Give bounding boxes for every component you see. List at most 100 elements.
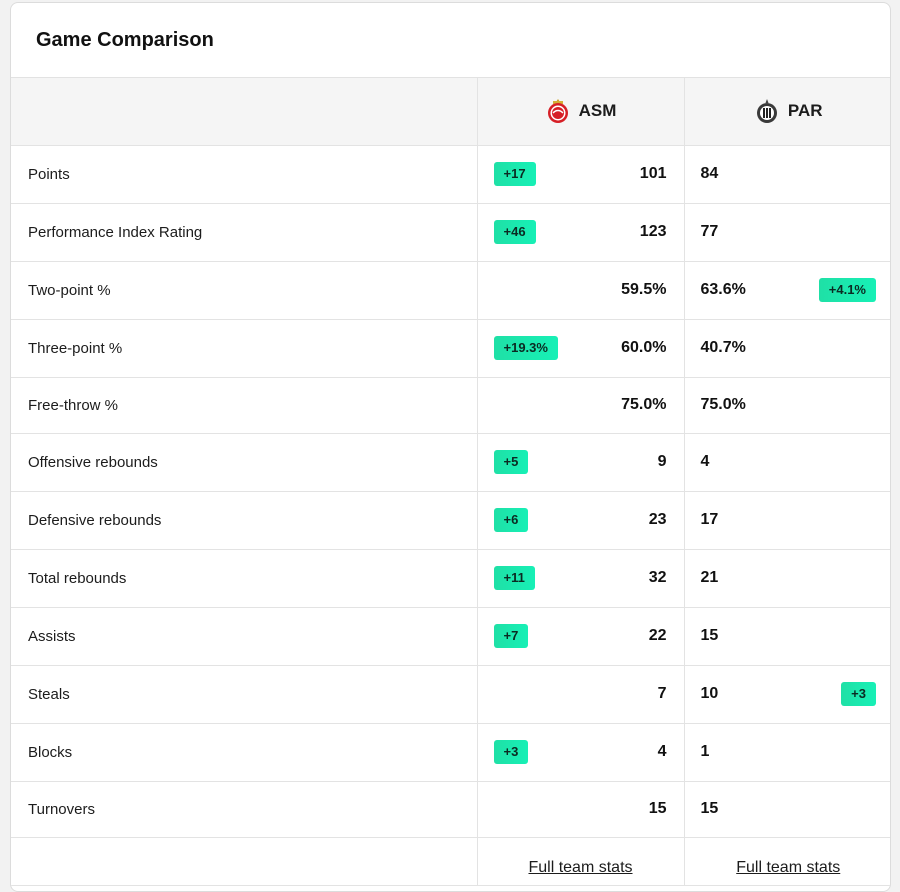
home-stat-value: 59.5% (621, 281, 667, 298)
stat-label: Free-throw % (11, 377, 477, 434)
footer-away-cell: Full team stats (683, 837, 890, 886)
home-advantage-badge: +3 (493, 740, 529, 764)
home-team-code: ASM (578, 101, 617, 121)
away-stat-value: 15 (700, 800, 719, 817)
home-advantage-badge: +17 (493, 162, 536, 186)
away-stat-cell: 40.7% (683, 319, 890, 378)
home-advantage-badge: +46 (493, 220, 536, 244)
away-stat-value: 75.0% (700, 396, 746, 413)
away-stat-value: 10 (700, 685, 719, 702)
label-column-header (11, 78, 477, 146)
home-stat-value: 32 (648, 569, 667, 586)
stat-label: Steals (11, 665, 477, 724)
home-stat-cell: +5 9 (476, 433, 684, 492)
away-stat-cell: +4.1% 63.6% (683, 261, 890, 320)
away-stat-value: 77 (700, 223, 719, 240)
away-stat-value: 63.6% (700, 281, 746, 298)
table-row: Three-point % +19.3% 60.0% 40.7% (11, 319, 890, 378)
away-stat-cell: +3 10 (683, 665, 890, 724)
away-advantage-badge: +3 (841, 682, 876, 706)
away-stat-value: 84 (700, 165, 719, 182)
away-stat-cell: 15 (683, 781, 890, 838)
stat-label: Performance Index Rating (11, 203, 477, 262)
game-comparison-card: Game Comparison (10, 2, 891, 892)
home-stat-cell: +46 123 (476, 203, 684, 262)
home-advantage-badge: +7 (493, 624, 529, 648)
away-stat-value: 15 (700, 627, 719, 644)
away-stat-cell: 15 (683, 607, 890, 666)
home-stat-cell: +11 32 (476, 549, 684, 608)
home-stat-cell: +19.3% 60.0% (476, 319, 684, 378)
stat-label: Turnovers (11, 781, 477, 838)
away-stat-cell: 4 (683, 433, 890, 492)
away-team-code: PAR (787, 101, 823, 121)
away-full-team-stats-link[interactable]: Full team stats (736, 859, 841, 876)
home-stat-value: 7 (657, 685, 667, 702)
home-stat-cell: 75.0% (476, 377, 684, 434)
stat-label: Defensive rebounds (11, 491, 477, 550)
home-stat-cell: +7 22 (476, 607, 684, 666)
table-row: Assists +7 22 15 (11, 607, 890, 666)
table-row: Defensive rebounds +6 23 17 (11, 491, 890, 550)
home-stat-cell: 7 (476, 665, 684, 724)
table-row: Blocks +3 4 1 (11, 723, 890, 782)
home-stat-value: 75.0% (621, 396, 667, 413)
home-advantage-badge: +5 (493, 450, 529, 474)
home-full-team-stats-link[interactable]: Full team stats (528, 859, 633, 876)
home-stat-cell: 15 (476, 781, 684, 838)
stat-rows: Points +17 101 84 Performance Index Rating +4… (11, 145, 890, 838)
stat-label: Points (11, 145, 477, 204)
away-stat-value: 4 (700, 453, 710, 470)
table-row: Performance Index Rating +46 123 77 (11, 203, 890, 262)
footer-row: Full team stats Full team stats (11, 837, 890, 886)
away-stat-cell: 77 (683, 203, 890, 262)
home-stat-value: 9 (657, 453, 667, 470)
card-header: Game Comparison (11, 3, 890, 78)
home-stat-cell: +3 4 (476, 723, 684, 782)
away-stat-cell: 17 (683, 491, 890, 550)
home-stat-cell: +17 101 (476, 145, 684, 204)
home-advantage-badge: +11 (493, 566, 535, 590)
stat-label: Three-point % (11, 319, 477, 378)
away-stat-cell: 75.0% (683, 377, 890, 434)
footer-home-cell: Full team stats (476, 837, 684, 886)
home-advantage-badge: +6 (493, 508, 529, 532)
stat-label: Two-point % (11, 261, 477, 320)
table-row: Turnovers 15 15 (11, 781, 890, 838)
table-row: Total rebounds +11 32 21 (11, 549, 890, 608)
home-advantage-badge: +19.3% (493, 336, 558, 360)
away-stat-cell: 84 (683, 145, 890, 204)
away-stat-value: 21 (700, 569, 719, 586)
card-title: Game Comparison (36, 28, 214, 51)
table-header-row: ASM (11, 78, 890, 146)
away-advantage-badge: +4.1% (818, 278, 876, 302)
par-logo-icon (754, 98, 780, 124)
home-stat-value: 123 (639, 223, 667, 240)
away-stat-cell: 1 (683, 723, 890, 782)
stat-label: Assists (11, 607, 477, 666)
away-stat-value: 40.7% (700, 339, 746, 356)
home-stat-cell: 59.5% (476, 261, 684, 320)
home-team-header: ASM (476, 78, 684, 146)
home-stat-cell: +6 23 (476, 491, 684, 550)
table-row: Free-throw % 75.0% 75.0% (11, 377, 890, 434)
away-stat-cell: 21 (683, 549, 890, 608)
away-team-header: PAR (683, 78, 890, 146)
comparison-table: ASM (11, 78, 890, 886)
home-stat-value: 60.0% (621, 339, 667, 356)
home-stat-value: 22 (648, 627, 667, 644)
stat-label: Blocks (11, 723, 477, 782)
home-stat-value: 101 (639, 165, 667, 182)
table-row: Two-point % 59.5% +4.1% 63.6% (11, 261, 890, 320)
stat-label: Total rebounds (11, 549, 477, 608)
asm-logo-icon (545, 98, 571, 124)
home-stat-value: 15 (648, 800, 667, 817)
home-stat-value: 23 (648, 511, 667, 528)
away-stat-value: 17 (700, 511, 719, 528)
table-row: Steals 7 +3 10 (11, 665, 890, 724)
away-stat-value: 1 (700, 743, 710, 760)
table-row: Points +17 101 84 (11, 145, 890, 204)
footer-label-cell (11, 837, 477, 886)
stat-label: Offensive rebounds (11, 433, 477, 492)
table-row: Offensive rebounds +5 9 4 (11, 433, 890, 492)
